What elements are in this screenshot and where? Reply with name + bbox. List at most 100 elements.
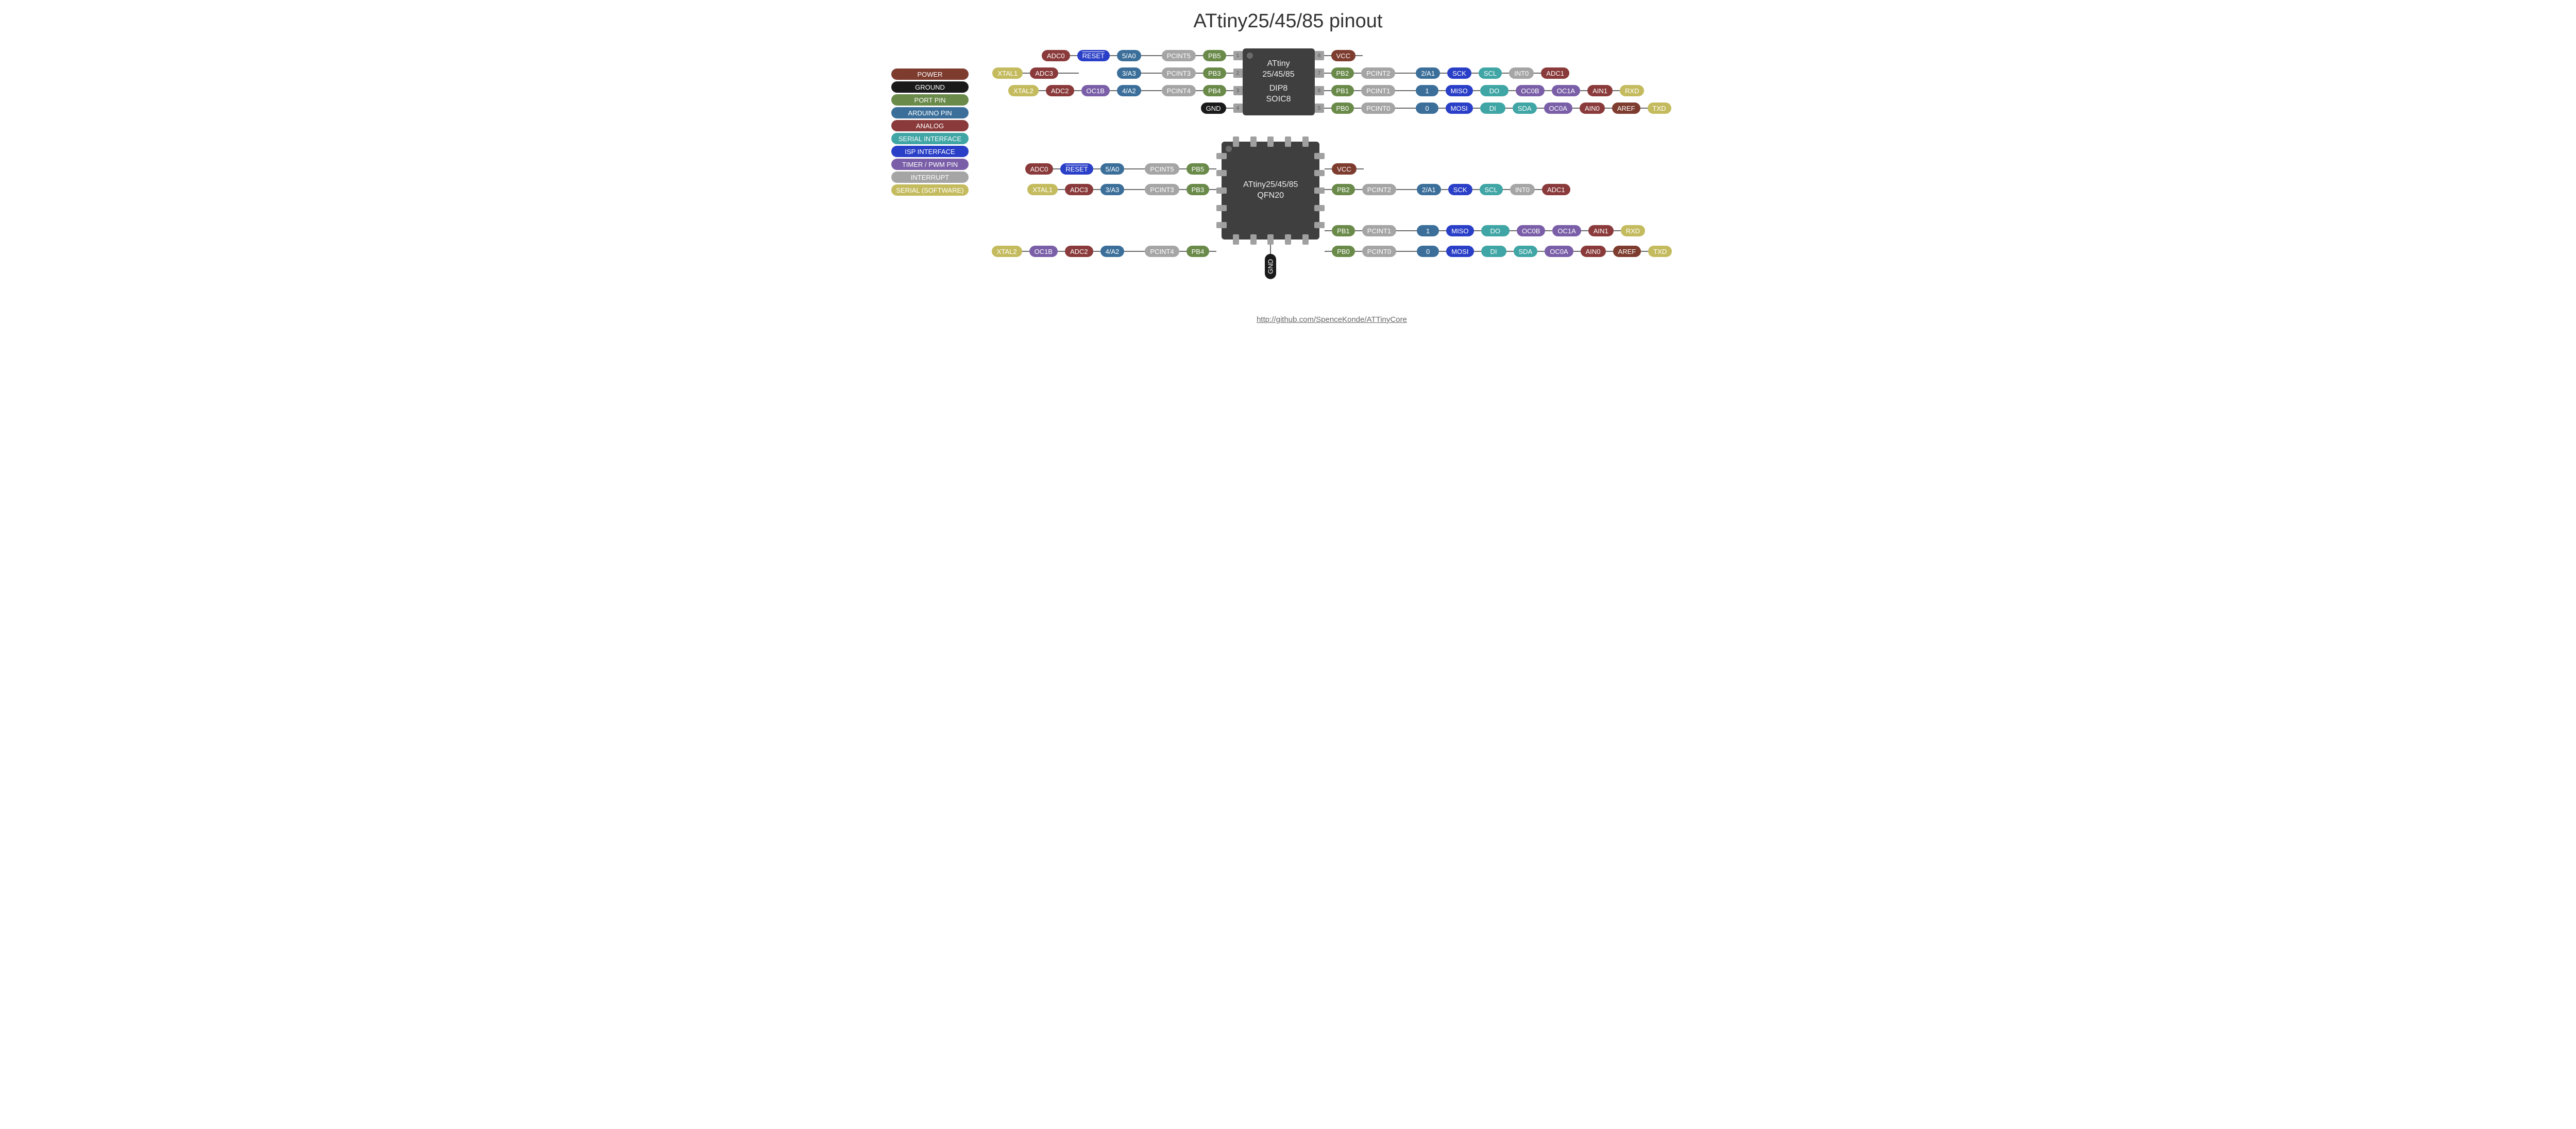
pill-oc0b: OC0B (1517, 225, 1545, 236)
pill-oc1a: OC1A (1552, 85, 1580, 96)
pill-pcint0: PCINT0 (1361, 102, 1395, 114)
pin-row: 7PB2PCINT22/A1SCKSCLINT0ADC1 (1315, 65, 1671, 81)
pill-0: 0 (1417, 246, 1439, 257)
pill-vcc: VCC (1331, 50, 1355, 61)
pin-number: 2 (1233, 69, 1243, 78)
pill-2-a1: 2/A1 (1416, 67, 1440, 79)
pin-row: ADC0RESET5/A0PCINT5PB5 (992, 161, 1216, 177)
footer-link[interactable]: http://github.com/SpenceKonde/ATTinyCore (1257, 315, 1407, 324)
pin-row: XTAL2ADC2OC1B4/A2PCINT4PB43 (992, 83, 1242, 98)
wire (1440, 73, 1447, 74)
wire (1581, 230, 1588, 231)
pill-pcint1: PCINT1 (1361, 85, 1395, 96)
pin-number: 8 (1315, 51, 1324, 60)
pill-sck: SCK (1448, 184, 1472, 195)
pin-number: 3 (1233, 86, 1243, 95)
wire (1537, 251, 1545, 252)
wire (1209, 251, 1216, 252)
pill-1: 1 (1417, 225, 1439, 236)
legend-item: ARDUINO PIN (891, 107, 969, 118)
pill-oc1b: OC1B (1081, 85, 1110, 96)
wire (1545, 230, 1552, 231)
pill-gnd: GND (1265, 254, 1276, 279)
pill-mosi: MOSI (1446, 102, 1473, 114)
pill-miso: MISO (1446, 225, 1473, 236)
chip-orientation-dot (1247, 53, 1253, 59)
wire (1355, 189, 1362, 190)
pill-ain1: AIN1 (1587, 85, 1613, 96)
pill-ain0: AIN0 (1581, 246, 1606, 257)
wire (1074, 90, 1081, 91)
wire (1439, 251, 1446, 252)
pill-3-a3: 3/A3 (1100, 184, 1125, 195)
wire (1093, 189, 1100, 190)
pill-pb3: PB3 (1187, 184, 1210, 195)
legend-item: SERIAL INTERFACE (891, 133, 969, 144)
pin-row: PB2PCINT22/A1SCKSCLINT0ADC1 (1325, 182, 1672, 197)
wire (1179, 251, 1187, 252)
pill-4-a2: 4/A2 (1117, 85, 1141, 96)
pill-sda: SDA (1514, 246, 1538, 257)
wire (1354, 90, 1361, 91)
wire (1505, 108, 1513, 109)
wire (1354, 108, 1361, 109)
qfn-pad (1267, 136, 1274, 147)
wire (1124, 189, 1145, 190)
wire (1438, 90, 1446, 91)
wire (1324, 90, 1331, 91)
wire (1472, 189, 1480, 190)
wire (1355, 251, 1362, 252)
wire (1395, 73, 1416, 74)
legend-item: INTERRUPT (891, 172, 969, 183)
qfn-pad (1302, 234, 1309, 245)
qfn-pad (1233, 234, 1239, 245)
pill-oc1a: OC1A (1552, 225, 1581, 236)
pill-pcint4: PCINT4 (1145, 246, 1179, 257)
wire (1509, 90, 1516, 91)
pin-row: ADC0RESET5/A0PCINT5PB51 (992, 48, 1242, 63)
wire (1545, 90, 1552, 91)
wire (1510, 230, 1517, 231)
qfn-pad (1314, 170, 1325, 176)
wire (1179, 189, 1187, 190)
pill-pcint2: PCINT2 (1362, 184, 1396, 195)
pill-pb5: PB5 (1187, 163, 1210, 175)
pill-adc1: ADC1 (1541, 67, 1569, 79)
pill-txd: TXD (1648, 246, 1672, 257)
pill-do: DO (1481, 225, 1510, 236)
wire (1580, 90, 1587, 91)
wire (1324, 73, 1331, 74)
wire (1093, 251, 1100, 252)
wire (1606, 251, 1613, 252)
pill-xtal1: XTAL1 (992, 67, 1023, 79)
pill-do: DO (1480, 85, 1509, 96)
pill-adc0: ADC0 (1025, 163, 1054, 175)
wire (1270, 245, 1271, 254)
wire (1093, 168, 1100, 169)
pill-reset: RESET (1060, 163, 1093, 175)
pill-1: 1 (1416, 85, 1438, 96)
pill-5-a0: 5/A0 (1117, 50, 1141, 61)
pill-pb4: PB4 (1187, 246, 1210, 257)
legend-item: PORT PIN (891, 94, 969, 106)
wire (1325, 189, 1332, 190)
pill-adc1: ADC1 (1542, 184, 1570, 195)
wire (1324, 55, 1331, 56)
pill-xtal1: XTAL1 (1027, 184, 1058, 195)
pill-oc0b: OC0B (1516, 85, 1544, 96)
wire (1474, 251, 1481, 252)
pin-number: 4 (1233, 104, 1243, 113)
wire (1614, 230, 1621, 231)
pill-pb4: PB4 (1203, 85, 1226, 96)
pill-ain0: AIN0 (1580, 102, 1605, 114)
pill-miso: MISO (1446, 85, 1473, 96)
pill-pb5: PB5 (1203, 50, 1226, 61)
chip-label: 25/45/85 (1262, 70, 1294, 80)
pill-pb3: PB3 (1203, 67, 1226, 79)
chip-label: QFN20 (1257, 191, 1284, 201)
wire (1058, 73, 1079, 74)
wire (1441, 189, 1448, 190)
pin-row: XTAL2OC1BADC24/A2PCINT4PB4 (992, 244, 1216, 259)
pill-adc0: ADC0 (1042, 50, 1070, 61)
wire (1110, 55, 1117, 56)
